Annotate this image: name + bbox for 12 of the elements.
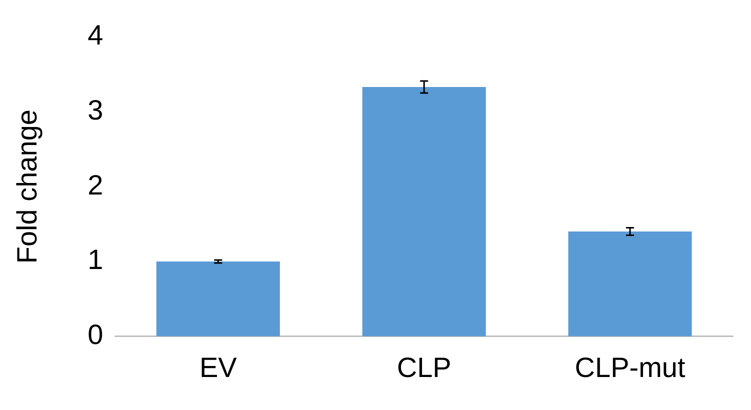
y-tick-label: 2 <box>88 169 104 200</box>
y-tick-label: 3 <box>88 94 104 126</box>
x-tick-label: EV <box>199 352 238 383</box>
bar <box>362 86 486 336</box>
x-tick-label: CLP-mut <box>574 352 686 383</box>
y-tick-label: 1 <box>88 244 104 276</box>
y-tick-label: 4 <box>88 20 104 51</box>
x-tick-label: CLP <box>396 352 452 383</box>
bar <box>156 262 280 336</box>
y-axis-title: Fold change <box>12 110 43 264</box>
bar <box>568 232 692 336</box>
y-tick-label: 0 <box>88 319 104 350</box>
